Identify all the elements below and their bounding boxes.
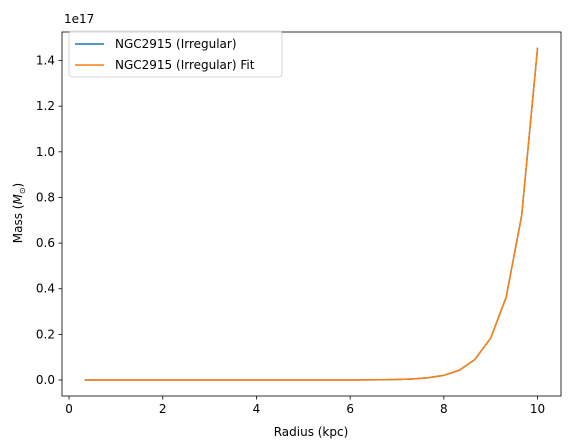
y-tick-label: 1.2 (36, 99, 55, 113)
x-tick-label: 4 (253, 402, 261, 416)
legend-label-series-2: NGC2915 (Irregular) Fit (115, 58, 255, 72)
y-tick-label: 0.0 (36, 373, 55, 387)
y-offset-text: 1e17 (64, 12, 94, 26)
x-tick-label: 6 (346, 402, 354, 416)
x-axis-label: Radius (kpc) (274, 425, 349, 439)
y-tick-label: 0.6 (36, 236, 55, 250)
legend-label-series-1: NGC2915 (Irregular) (115, 37, 237, 51)
y-tick-label: 1.0 (36, 145, 55, 159)
x-tick-label: 0 (65, 402, 73, 416)
y-tick-label: 0.8 (36, 190, 55, 204)
y-tick-label: 1.4 (36, 54, 55, 68)
y-tick-label: 0.4 (36, 282, 55, 296)
x-tick-label: 10 (530, 402, 545, 416)
x-tick-label: 2 (159, 402, 167, 416)
x-tick-label: 8 (440, 402, 448, 416)
legend: NGC2915 (Irregular) NGC2915 (Irregular) … (69, 31, 282, 77)
y-tick-label: 0.2 (36, 327, 55, 341)
